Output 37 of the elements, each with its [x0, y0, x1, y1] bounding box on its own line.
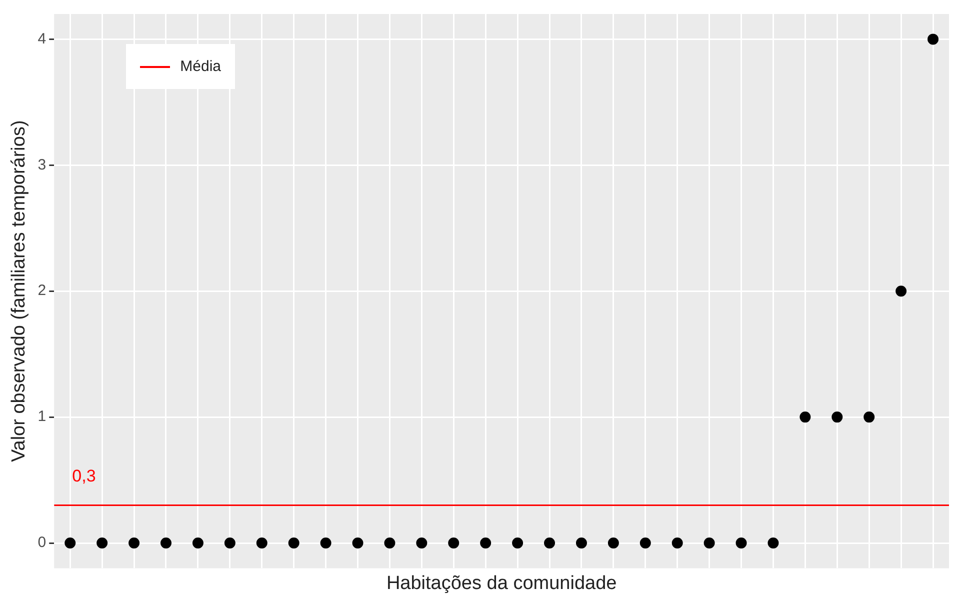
point — [800, 412, 811, 423]
point — [288, 538, 300, 549]
point — [832, 412, 843, 423]
point — [128, 538, 140, 549]
legend-label: Média — [180, 58, 221, 75]
point — [384, 538, 396, 549]
point — [416, 538, 428, 549]
y-tick-label: 2 — [38, 282, 46, 300]
point — [320, 538, 332, 549]
point — [896, 286, 907, 297]
y-axis-title: Valor observado (familiares temporários) — [8, 120, 30, 462]
point — [352, 538, 364, 549]
annotation: 0,3 — [72, 466, 96, 486]
point — [192, 538, 204, 549]
point — [256, 538, 268, 549]
point — [480, 538, 492, 549]
point — [576, 538, 587, 549]
point — [512, 538, 524, 549]
x-axis-title: Habitações da comunidade — [386, 572, 617, 594]
point — [448, 538, 460, 549]
point — [768, 538, 779, 549]
point — [64, 538, 76, 549]
point — [704, 538, 715, 549]
point — [224, 538, 236, 549]
point — [736, 538, 747, 549]
point — [864, 412, 875, 423]
point — [544, 538, 556, 549]
point — [96, 538, 108, 549]
y-tick-label: 3 — [38, 156, 46, 174]
point — [608, 538, 619, 549]
point — [160, 538, 172, 549]
point — [640, 538, 651, 549]
y-tick-label: 0 — [38, 534, 46, 552]
y-tick-label: 1 — [38, 408, 46, 426]
point — [672, 538, 683, 549]
point — [928, 34, 939, 45]
y-tick-label: 4 — [38, 30, 46, 48]
